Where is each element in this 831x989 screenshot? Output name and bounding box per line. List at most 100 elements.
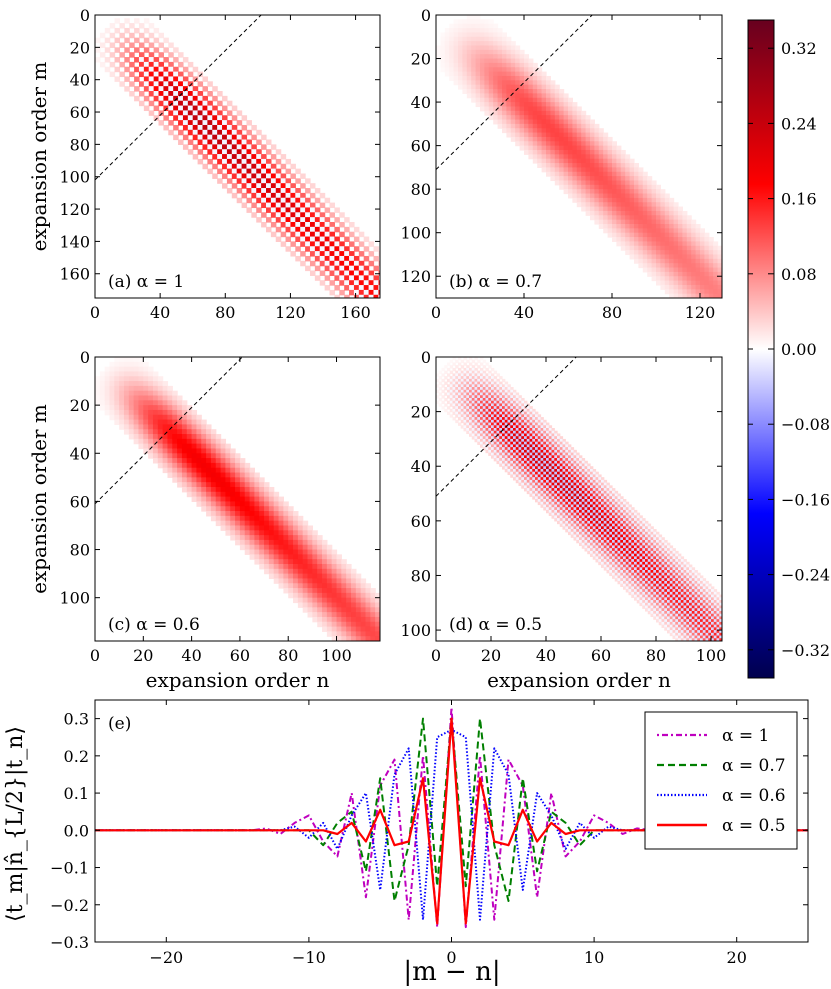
heatmap-cell xyxy=(573,531,577,536)
heatmap-cell xyxy=(254,539,260,546)
heatmap-cell xyxy=(341,607,347,613)
heatmap-cell xyxy=(629,202,635,208)
heatmap-cell xyxy=(220,496,227,502)
heatmap-cell xyxy=(612,210,617,216)
heatmap-cell xyxy=(590,553,594,557)
heatmap-cell xyxy=(485,449,489,454)
heatmap-cell xyxy=(554,430,558,435)
heatmap-cell xyxy=(300,173,306,179)
heatmap-cell xyxy=(297,549,304,555)
heatmap-cell xyxy=(581,163,587,168)
heatmap-cell xyxy=(119,405,125,411)
heatmap-cell xyxy=(360,607,367,613)
heatmap-cell xyxy=(302,530,309,536)
heatmap-cell xyxy=(128,395,135,401)
heatmap-cell xyxy=(576,176,582,182)
heatmap-cell xyxy=(625,202,631,208)
heatmap-cell xyxy=(664,197,670,203)
heatmap-cell xyxy=(458,84,463,90)
heatmap-cell xyxy=(576,539,580,544)
heatmap-cell xyxy=(217,149,223,155)
heatmap-cell xyxy=(629,206,635,212)
heatmap-cell xyxy=(210,477,217,483)
heatmap-cell xyxy=(261,221,267,228)
heatmap-cell xyxy=(453,36,459,42)
heatmap-cell xyxy=(519,145,525,151)
heatmap-cell xyxy=(625,245,631,251)
heatmap-cell xyxy=(212,149,218,155)
heatmap-cell xyxy=(595,488,599,492)
heatmap-cell xyxy=(510,441,514,445)
heatmap-cell xyxy=(540,455,544,459)
heatmap-cell xyxy=(455,395,459,399)
heatmap-cell xyxy=(612,167,617,173)
heatmap-cell xyxy=(678,206,683,212)
heatmap-cell xyxy=(557,515,561,519)
heatmap-cell xyxy=(192,91,199,97)
heatmap-cell xyxy=(559,149,565,155)
heatmap-cell xyxy=(217,168,223,175)
heatmap-cell xyxy=(634,232,639,238)
heatmap-cell xyxy=(535,455,539,459)
heatmap-cell xyxy=(587,539,591,544)
heatmap-cell xyxy=(273,491,280,498)
heatmap-cell xyxy=(254,530,260,536)
heatmap-cell xyxy=(152,405,159,411)
heatmap-cell xyxy=(585,123,591,129)
heatmap-cell xyxy=(222,134,228,141)
heatmap-cell xyxy=(273,506,280,512)
heatmap-cell xyxy=(678,289,683,295)
heatmap-cell xyxy=(573,509,577,514)
heatmap-cell xyxy=(119,357,125,363)
y-axis-label: expansion order m xyxy=(27,62,51,252)
heatmap-cell xyxy=(557,499,561,503)
heatmap-cell xyxy=(548,479,553,484)
heatmap-cell xyxy=(507,468,511,473)
heatmap-cell xyxy=(249,544,256,551)
heatmap-cell xyxy=(546,433,550,437)
heatmap-cell xyxy=(540,447,544,451)
heatmap-cell xyxy=(518,433,522,437)
heatmap-cell xyxy=(506,36,512,42)
heatmap-cell xyxy=(528,154,534,160)
heatmap-cell xyxy=(217,139,223,145)
heatmap-cell xyxy=(314,275,321,281)
heatmap-cell xyxy=(572,128,578,134)
heatmap-cell xyxy=(543,428,547,432)
heatmap-cell xyxy=(576,488,580,492)
heatmap-cell xyxy=(562,509,566,514)
heatmap-cell xyxy=(196,467,202,474)
heatmap-cell xyxy=(585,197,591,203)
heatmap-cell xyxy=(295,197,301,204)
heatmap-cell xyxy=(603,184,609,190)
heatmap-cell xyxy=(438,392,443,396)
heatmap-cell xyxy=(686,237,692,242)
heatmap-cell xyxy=(551,477,555,481)
heatmap-cell xyxy=(158,91,164,97)
heatmap-cell xyxy=(532,479,536,484)
heatmap-cell xyxy=(537,67,543,73)
heatmap-cell xyxy=(133,381,140,387)
heatmap-cell xyxy=(559,485,564,489)
heatmap-cell xyxy=(360,597,367,604)
heatmap-cell xyxy=(568,110,573,116)
heatmap-cell xyxy=(529,493,533,497)
heatmap-cell xyxy=(598,512,602,516)
heatmap-cell xyxy=(339,289,345,296)
heatmap-cell xyxy=(540,471,544,476)
heatmap-cell xyxy=(471,62,477,68)
heatmap-cell xyxy=(241,134,248,141)
heatmap-cell xyxy=(491,417,495,421)
heatmap-cell xyxy=(570,458,575,462)
heatmap-cell xyxy=(548,444,553,448)
heatmap-cell xyxy=(256,173,262,179)
heatmap-cell xyxy=(138,424,144,430)
heatmap-cell xyxy=(212,129,218,136)
heatmap-cell xyxy=(497,36,503,42)
x-tick-label: 60 xyxy=(230,646,250,665)
heatmap-cell xyxy=(119,81,125,87)
heatmap-cell xyxy=(339,241,345,247)
heatmap-cell xyxy=(592,477,597,481)
heatmap-cell xyxy=(192,86,199,92)
heatmap-cell xyxy=(598,206,604,212)
